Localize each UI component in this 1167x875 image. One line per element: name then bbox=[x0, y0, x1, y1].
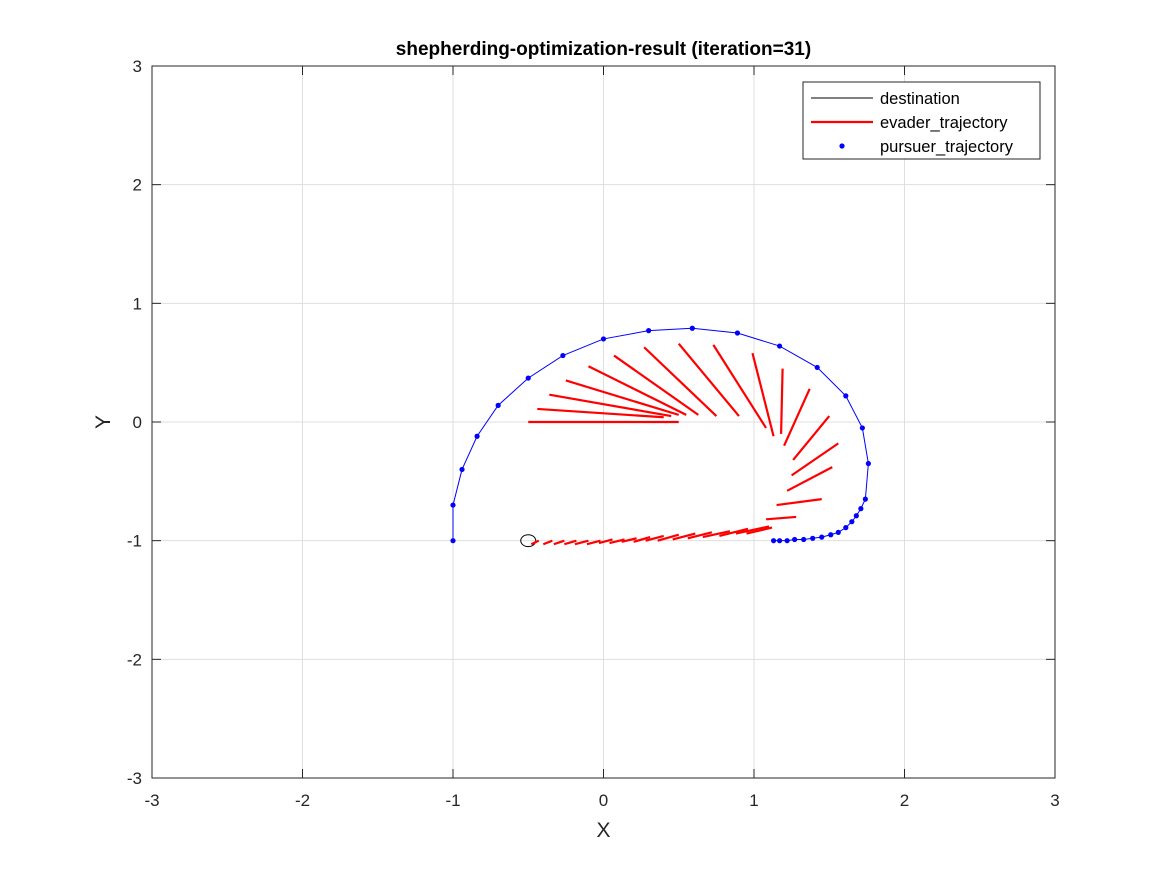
legend: destination evader_trajectory pursuer_traj… bbox=[802, 81, 1041, 160]
y-tick-label: 2 bbox=[133, 176, 142, 195]
evader-trajectory-segment bbox=[672, 532, 696, 541]
evader-trajectory-segment bbox=[712, 344, 767, 429]
plot-content bbox=[450, 325, 871, 548]
pursuer-trajectory-point bbox=[843, 393, 849, 399]
evader-trajectory-segment bbox=[783, 388, 811, 447]
evader-trajectory-segment bbox=[587, 365, 687, 416]
pursuer-trajectory-point bbox=[862, 496, 868, 502]
evader-trajectory-segment bbox=[719, 527, 749, 537]
legend-swatch-pursuer bbox=[839, 143, 845, 149]
x-tick-label: 3 bbox=[1050, 791, 1059, 810]
evader-trajectory-segment bbox=[657, 533, 680, 542]
x-axis-label: X bbox=[596, 819, 610, 842]
legend-label: pursuer_trajectory bbox=[880, 138, 1014, 156]
evader-trajectory-segment bbox=[530, 539, 540, 546]
pursuer-trajectory-point bbox=[819, 534, 825, 540]
y-tick-label: -1 bbox=[127, 532, 142, 551]
x-tick-label: -2 bbox=[295, 791, 310, 810]
y-tick-label: 0 bbox=[133, 413, 142, 432]
legend-label: evader_trajectory bbox=[880, 114, 1008, 132]
evader-trajectory-segment bbox=[687, 531, 713, 540]
pursuer-trajectory-point bbox=[459, 466, 465, 473]
y-tick-label: -2 bbox=[127, 650, 142, 669]
pursuer-trajectory-point bbox=[792, 536, 798, 543]
evader-trajectory-segment bbox=[598, 538, 613, 545]
pursuer-trajectory-point bbox=[776, 538, 783, 544]
pursuer-trajectory-point bbox=[849, 519, 855, 525]
evader-trajectory-segment bbox=[542, 539, 553, 546]
pursuer-trajectory-point bbox=[858, 506, 864, 512]
x-tick-label: 2 bbox=[900, 791, 909, 810]
x-tick-label: -1 bbox=[445, 791, 460, 810]
evader-trajectory-segment bbox=[643, 346, 718, 417]
pursuer-trajectory-point bbox=[734, 330, 741, 336]
evader-trajectory-segment bbox=[586, 539, 601, 546]
evader-trajectory-segment bbox=[746, 526, 773, 535]
evader-trajectory-segment bbox=[791, 442, 839, 477]
pursuer-trajectory-point bbox=[689, 325, 695, 331]
evader-trajectory-segment bbox=[677, 342, 740, 417]
evader-trajectory-segment bbox=[702, 530, 731, 539]
pursuer-trajectory-point bbox=[646, 328, 652, 334]
evader-trajectory-segment bbox=[613, 354, 699, 416]
evader-trajectory-segment bbox=[776, 498, 822, 507]
pursuer-trajectory-point bbox=[776, 343, 783, 349]
pursuer-trajectory-point bbox=[810, 535, 816, 541]
pursuer-trajectory-point bbox=[770, 538, 777, 544]
pursuer-trajectory-point bbox=[835, 529, 841, 535]
x-tick-label: -3 bbox=[144, 791, 159, 810]
x-tick-label: 0 bbox=[599, 791, 608, 810]
pursuer-trajectory-point bbox=[560, 352, 566, 359]
evader-trajectory-segment bbox=[633, 536, 651, 543]
evader-trajectory-segment bbox=[779, 368, 784, 434]
pursuer-trajectory-point bbox=[865, 460, 871, 467]
evader-trajectory-segment bbox=[564, 539, 577, 546]
chart-title: shepherding-optimization-result (iterati… bbox=[396, 39, 811, 60]
evader-trajectory-segment bbox=[565, 379, 680, 416]
y-tick-label: -3 bbox=[127, 769, 142, 788]
evader-trajectory-segment bbox=[621, 537, 637, 543]
evader-trajectory-segment bbox=[751, 352, 775, 437]
pursuer-trajectory-point bbox=[843, 525, 849, 531]
evader-trajectory-segment bbox=[645, 534, 664, 542]
pursuer-trajectory-point bbox=[801, 536, 807, 543]
evader-trajectory-segment bbox=[574, 539, 589, 546]
evader-trajectory-segment bbox=[735, 525, 770, 535]
ticks: -3 -2 -1 0 1 2 3 -3 -2 -1 0 1 2 3 bbox=[127, 57, 1060, 810]
evader-trajectory-segment bbox=[553, 539, 565, 546]
evader-trajectory-segment bbox=[549, 393, 672, 418]
x-tick-label: 1 bbox=[749, 791, 758, 810]
pursuer-trajectory-point bbox=[450, 502, 456, 508]
pursuer-trajectory-point bbox=[450, 538, 456, 544]
legend-label: destination bbox=[880, 90, 960, 108]
destination-circle bbox=[520, 534, 537, 548]
pursuer-trajectory-point bbox=[600, 336, 607, 342]
y-tick-label: 3 bbox=[133, 57, 142, 76]
legend-items: destination evader_trajectory pursuer_traj… bbox=[811, 90, 1014, 156]
evader-trajectory-segment bbox=[609, 538, 625, 545]
pursuer-trajectory-point bbox=[784, 538, 790, 544]
pursuer-trajectory-point bbox=[474, 433, 480, 439]
evader-trajectory-segment bbox=[765, 515, 797, 521]
y-axis-label: Y bbox=[92, 415, 115, 429]
y-tick-label: 1 bbox=[133, 294, 142, 313]
pursuer-trajectory-point bbox=[495, 402, 501, 408]
evader-trajectory-segment bbox=[537, 407, 664, 419]
pursuer-trajectory-point bbox=[814, 364, 820, 371]
pursuer-trajectory-point bbox=[525, 375, 531, 381]
evader-trajectory-segment bbox=[786, 466, 833, 492]
pursuer-trajectory-point bbox=[859, 425, 865, 431]
pursuer-trajectory-point bbox=[853, 513, 859, 519]
pursuer-trajectory-point bbox=[828, 532, 834, 538]
evader-trajectory-segment bbox=[792, 415, 831, 461]
